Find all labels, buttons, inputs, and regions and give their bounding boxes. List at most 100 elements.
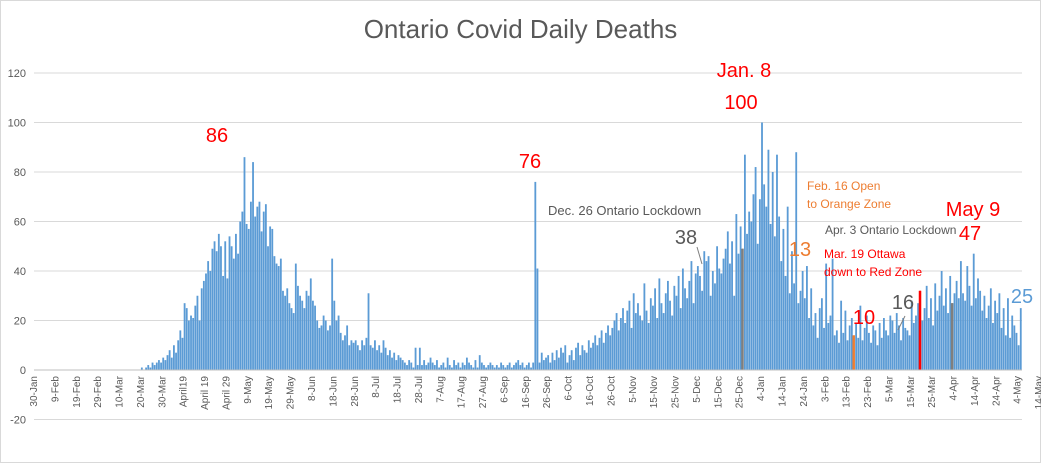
bar	[410, 362, 413, 370]
bar	[237, 253, 239, 370]
bar	[801, 271, 804, 370]
bar	[998, 293, 1001, 370]
bar	[619, 318, 622, 370]
bar	[750, 221, 753, 370]
bar	[504, 367, 507, 370]
bar	[840, 300, 843, 370]
bar	[664, 293, 667, 370]
bar	[797, 303, 800, 370]
bar	[286, 288, 289, 370]
bar	[1009, 337, 1011, 370]
x-tick-label: 16-Oct	[585, 376, 596, 406]
y-tick-label: 0	[20, 365, 26, 377]
bar	[970, 305, 973, 370]
bar	[262, 211, 265, 370]
bar	[977, 278, 979, 370]
bar	[418, 347, 421, 370]
bar	[1015, 332, 1018, 370]
bar	[637, 303, 639, 370]
bar	[241, 211, 244, 370]
bar	[228, 236, 231, 370]
bar	[513, 365, 515, 370]
bar	[170, 357, 173, 370]
bar	[297, 285, 299, 370]
bar	[761, 122, 763, 370]
bar	[557, 357, 560, 370]
bar	[600, 330, 603, 370]
bar	[675, 295, 678, 370]
annotation-label: May 9	[946, 199, 1000, 221]
x-tick-label: 5-Dec	[692, 376, 703, 403]
annotation-label: 47	[959, 223, 981, 245]
bar	[1013, 325, 1016, 370]
bar	[264, 204, 267, 370]
bar	[470, 365, 473, 370]
bar	[423, 360, 426, 370]
x-tick-label: 15-Dec	[713, 376, 724, 408]
bar	[850, 318, 853, 370]
bar	[307, 295, 310, 370]
bar	[756, 243, 759, 370]
bar	[634, 313, 637, 370]
bar	[489, 362, 492, 370]
bar	[733, 295, 736, 370]
bar	[341, 340, 344, 370]
bar	[235, 233, 237, 370]
x-tick-label: 13-Feb	[842, 376, 853, 408]
bar	[566, 362, 569, 370]
bar	[444, 367, 447, 370]
bar	[249, 201, 252, 370]
bar	[217, 233, 220, 370]
bar	[252, 162, 254, 370]
x-tick-label: 29-May	[286, 376, 297, 409]
bar	[617, 330, 620, 370]
x-tick-label: 5-Mar	[884, 375, 895, 402]
bar	[468, 362, 470, 370]
bar	[786, 206, 789, 370]
bar	[643, 283, 646, 370]
bar	[344, 335, 346, 370]
bar	[472, 367, 475, 370]
x-tick-label: 28-Jul	[414, 376, 425, 403]
x-tick-label: April 29	[221, 376, 232, 410]
bar	[305, 290, 308, 370]
bar	[279, 258, 282, 370]
bar	[592, 342, 594, 370]
bar	[912, 322, 915, 370]
bar	[968, 285, 971, 370]
bar	[245, 223, 248, 370]
bar	[711, 271, 714, 370]
y-tick-label: 120	[8, 68, 26, 80]
bar	[498, 367, 500, 370]
bar	[662, 313, 665, 370]
bar	[585, 352, 588, 370]
bar	[273, 256, 276, 370]
bar	[590, 347, 592, 370]
bar	[686, 298, 689, 370]
bar	[604, 332, 607, 370]
bar	[346, 325, 349, 370]
bar	[551, 352, 554, 370]
y-tick-label: 20	[14, 316, 26, 328]
x-tick-label: 9-May	[243, 376, 254, 404]
bar	[224, 241, 227, 370]
bar	[949, 275, 952, 370]
bar	[857, 337, 860, 370]
bar	[737, 253, 740, 370]
bar	[902, 318, 905, 370]
bar	[930, 298, 932, 370]
bar	[480, 362, 483, 370]
x-tick-label: 9-Feb	[50, 376, 61, 403]
bar	[455, 365, 458, 370]
bar	[1011, 315, 1014, 370]
bar	[575, 347, 577, 370]
bar	[352, 342, 355, 370]
x-tick-label: 25-Nov	[671, 376, 682, 408]
bar	[149, 367, 152, 370]
bar	[433, 365, 436, 370]
bar	[399, 357, 402, 370]
highlight-bar	[852, 335, 855, 370]
bar	[729, 263, 731, 370]
bar	[645, 310, 648, 370]
